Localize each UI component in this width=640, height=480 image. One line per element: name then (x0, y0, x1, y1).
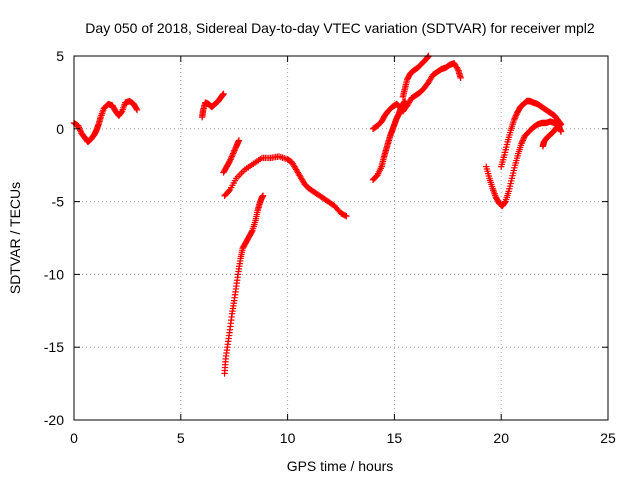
series-arc10 (498, 97, 565, 170)
series-arc7 (369, 97, 409, 183)
data-point (511, 115, 518, 122)
data-point (401, 97, 409, 105)
data-point (259, 192, 267, 199)
data-point (501, 199, 509, 206)
data-point (510, 116, 518, 124)
series-arc4 (221, 153, 350, 220)
data-series (70, 52, 565, 377)
series-arc1 (70, 97, 141, 146)
data-point (231, 145, 239, 153)
data-point (230, 148, 237, 156)
series-arc2 (198, 90, 227, 121)
x-tick-label: 20 (493, 430, 509, 446)
data-point (518, 140, 525, 147)
y-tick-label: -5 (52, 194, 65, 210)
data-point (229, 150, 237, 157)
y-axis-label: SDTVAR / TECUs (7, 182, 23, 294)
data-point (75, 122, 82, 130)
data-point (133, 106, 141, 114)
x-tick-label: 25 (600, 430, 616, 446)
data-point (227, 156, 234, 163)
data-point (133, 105, 140, 112)
series-arc9 (483, 118, 565, 210)
series-arc8 (399, 52, 432, 100)
y-tick-label: 0 (56, 121, 64, 137)
y-tick-label: -10 (44, 266, 64, 282)
y-tick-label: -20 (44, 412, 64, 428)
data-point (248, 228, 255, 236)
data-point (225, 187, 233, 195)
y-tick-labels: -20 -15 -10 -5 0 5 (44, 48, 64, 428)
data-point (512, 113, 519, 121)
grid (74, 56, 608, 420)
data-point (343, 212, 350, 220)
y-tick-label: -15 (44, 339, 64, 355)
data-point (220, 90, 227, 98)
data-point (228, 153, 236, 160)
data-point (512, 112, 520, 119)
data-point (235, 137, 243, 144)
data-point (520, 135, 527, 143)
x-tick-label: 15 (387, 430, 403, 446)
data-point (229, 151, 236, 159)
series-arc6 (369, 60, 464, 132)
data-point (226, 157, 234, 165)
series-arc3 (220, 137, 243, 176)
data-point (557, 128, 565, 135)
y-tick-label: 5 (56, 48, 64, 64)
x-axis-label: GPS time / hours (287, 458, 394, 474)
x-tick-label: 0 (70, 430, 78, 446)
data-point (76, 127, 84, 134)
data-point (518, 138, 526, 146)
data-point (457, 74, 464, 82)
data-point (454, 65, 461, 73)
data-point (539, 143, 547, 150)
data-point (75, 124, 83, 131)
plot-frame (73, 55, 609, 421)
axis-ticks (73, 55, 609, 421)
x-tick-label: 10 (280, 430, 296, 446)
data-point (228, 154, 235, 162)
x-tick-label: 5 (177, 430, 185, 446)
chart-title: Day 050 of 2018, Sidereal Day-to-day VTE… (85, 20, 595, 36)
data-point (231, 147, 238, 154)
series-arc5 (221, 192, 267, 377)
data-point (519, 137, 526, 144)
x-tick-labels: 0 5 10 15 20 25 (70, 430, 616, 446)
